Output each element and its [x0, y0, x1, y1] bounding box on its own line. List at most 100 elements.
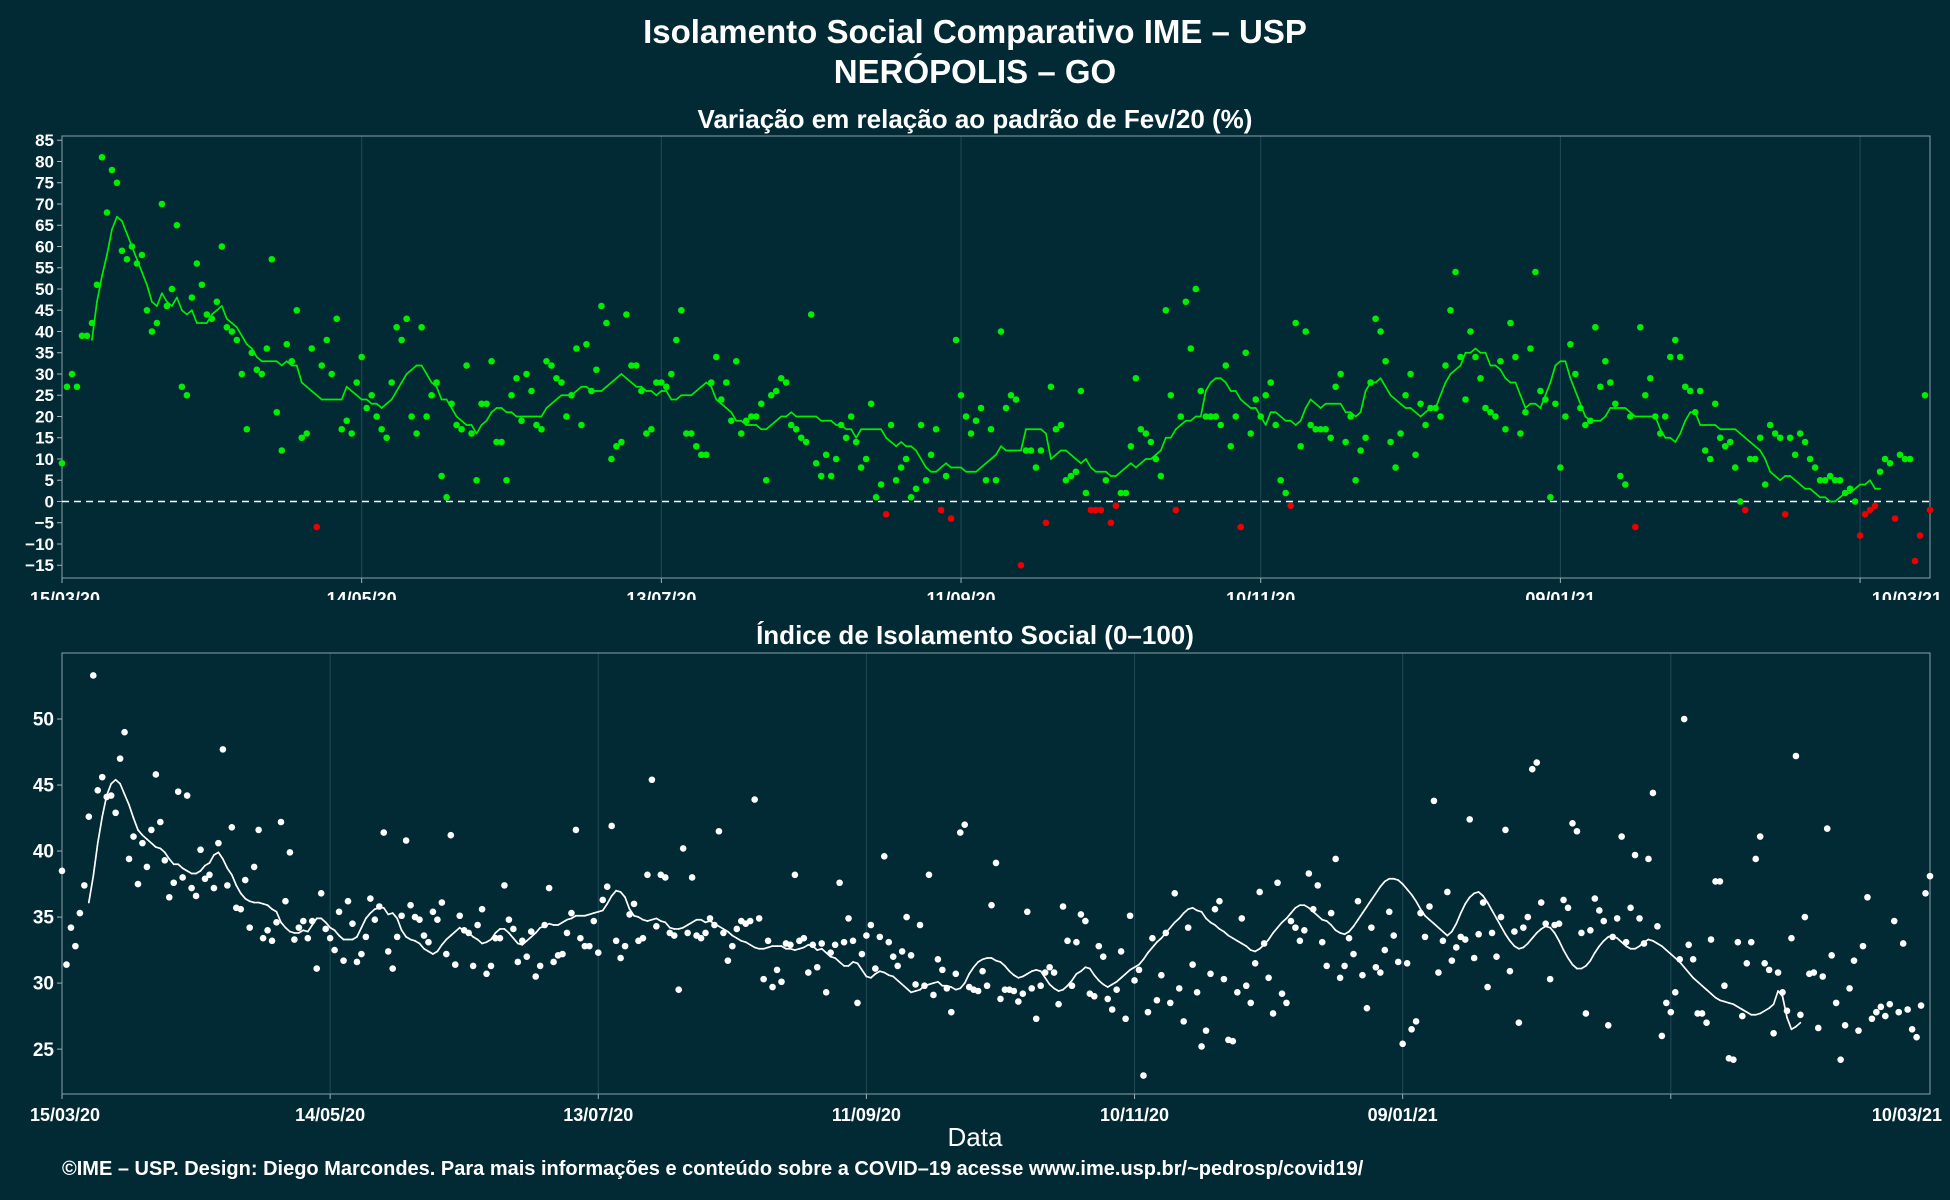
daily-point [1899, 940, 1907, 947]
avg-segment [1741, 1008, 1748, 1013]
avg-segment [1359, 390, 1367, 414]
daily-point [1104, 995, 1112, 1003]
daily-point [1771, 430, 1779, 437]
daily-point [1087, 506, 1095, 514]
avg-segment [1102, 983, 1109, 988]
daily-point [916, 921, 924, 929]
avg-segment [682, 924, 689, 929]
daily-point [1055, 1000, 1062, 1008]
daily-point [1577, 404, 1584, 412]
avg-segment [181, 867, 188, 872]
avg-segment [1151, 941, 1158, 949]
daily-point [304, 934, 312, 942]
daily-point [603, 883, 611, 891]
avg-segment [1232, 937, 1239, 942]
avg-segment [1535, 928, 1543, 934]
daily-point [598, 302, 605, 310]
avg-segment [485, 411, 493, 422]
avg-segment [1764, 458, 1772, 473]
daily-point [1466, 816, 1474, 823]
daily-point [63, 383, 71, 391]
avg-segment [333, 929, 340, 937]
daily-point [1357, 447, 1364, 454]
daily-point [1342, 438, 1349, 446]
daily-point [1904, 1006, 1911, 1013]
daily-point [1587, 417, 1594, 425]
avg-segment [1519, 394, 1527, 409]
avg-segment [624, 896, 631, 910]
avg-segment [885, 436, 892, 443]
daily-point [1112, 502, 1120, 510]
daily-point [715, 827, 723, 835]
avg-segment [300, 381, 308, 388]
avg-segment [1397, 879, 1404, 885]
avg-segment [445, 934, 452, 941]
avg-segment [1477, 891, 1484, 897]
avg-segment [1665, 949, 1672, 955]
avg-segment [731, 934, 738, 940]
daily-point [1810, 969, 1818, 976]
avg-segment [230, 322, 238, 329]
x-tick-label: 09/01/21 [1525, 589, 1595, 600]
daily-point [1095, 942, 1103, 950]
daily-point [1265, 974, 1272, 982]
avg-segment [1732, 1003, 1739, 1008]
avg-segment [892, 975, 899, 982]
daily-point [1645, 855, 1652, 863]
avg-segment [1669, 953, 1677, 959]
avg-segment [895, 441, 902, 448]
daily-point [732, 357, 740, 365]
avg-segment [1495, 917, 1502, 928]
avg-segment [213, 851, 220, 856]
avg-segment [1214, 924, 1221, 930]
daily-point [988, 901, 995, 909]
daily-point [548, 362, 555, 369]
avg-segment [1319, 402, 1327, 409]
daily-point [772, 387, 780, 395]
daily-point [58, 459, 66, 467]
daily-point [1408, 1026, 1415, 1033]
avg-segment [1514, 381, 1522, 397]
avg-segment [390, 390, 398, 401]
avg-segment [995, 445, 1002, 456]
daily-point [1926, 872, 1934, 880]
avg-segment [476, 938, 483, 945]
daily-point [1832, 999, 1840, 1007]
daily-point [1841, 1022, 1849, 1029]
daily-point [178, 383, 186, 391]
daily-point [1596, 907, 1603, 914]
daily-point [845, 915, 852, 922]
daily-point [300, 917, 307, 925]
avg-segment [780, 945, 787, 950]
avg-segment [1394, 398, 1402, 405]
daily-point [453, 421, 460, 429]
daily-point [1149, 934, 1156, 942]
avg-segment [239, 892, 247, 900]
daily-point [1711, 400, 1719, 408]
avg-segment [441, 938, 448, 946]
daily-point [384, 948, 392, 955]
daily-point [1562, 413, 1569, 420]
avg-segment [1254, 947, 1261, 953]
daily-point [1067, 472, 1075, 480]
main-title: Isolamento Social Comparativo IME – USP [643, 13, 1307, 50]
avg-segment [557, 921, 564, 926]
daily-point [1037, 982, 1044, 990]
avg-segment [315, 394, 323, 401]
avg-segment [490, 407, 498, 414]
daily-point [872, 965, 879, 972]
daily-point [1381, 946, 1389, 954]
avg-segment [1227, 934, 1234, 940]
avg-segment [620, 373, 628, 380]
daily-point [697, 934, 705, 942]
avg-segment [1348, 925, 1355, 933]
daily-point [1399, 1040, 1406, 1048]
avg-segment [1179, 419, 1187, 426]
daily-point [688, 430, 695, 437]
avg-segment [1714, 996, 1721, 1002]
daily-point [1597, 383, 1604, 391]
daily-point [138, 251, 146, 259]
daily-point [1372, 963, 1380, 971]
daily-point [717, 396, 725, 403]
daily-point [1296, 937, 1304, 945]
